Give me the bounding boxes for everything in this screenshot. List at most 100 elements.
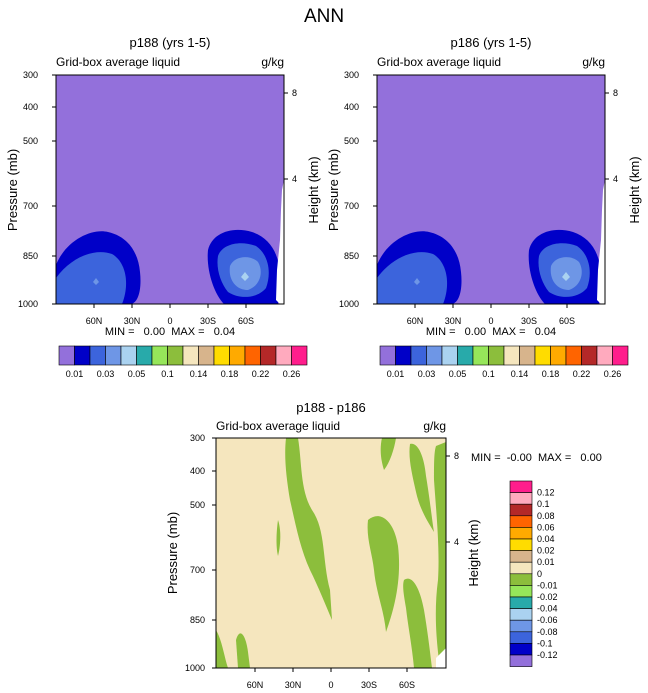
colorbar-swatch bbox=[509, 503, 533, 517]
panel-p186: p186 (yrs 1-5) Grid-box average liquid g… bbox=[326, 35, 642, 379]
colorbar-label: -0.1 bbox=[537, 638, 553, 648]
x-tick-label: 0 bbox=[167, 316, 172, 326]
missing-data-region bbox=[597, 180, 605, 304]
missing-data-region bbox=[276, 180, 284, 304]
colorbar-label: -0.12 bbox=[537, 650, 558, 660]
colorbar-swatch bbox=[534, 345, 551, 366]
missing-data-region bbox=[436, 648, 446, 668]
colorbar-label: 0.12 bbox=[537, 488, 555, 498]
colorbar: 0.01 0.03 0.05 0.1 0.14 0.18 0.22 0.26 bbox=[379, 345, 629, 379]
stats-text: MIN = 0.00 MAX = 0.04 bbox=[105, 326, 235, 338]
y-tick-label: 300 bbox=[344, 70, 359, 80]
panel-title: p186 (yrs 1-5) bbox=[451, 35, 532, 50]
colorbar-label: -0.02 bbox=[537, 592, 558, 602]
x-tick-label: 30S bbox=[521, 316, 537, 326]
colorbar-swatch bbox=[509, 550, 533, 563]
tick-marks bbox=[212, 437, 450, 672]
colorbar-label: 0 bbox=[537, 569, 542, 579]
colorbar-swatch bbox=[426, 345, 443, 366]
contour-neg-001 bbox=[409, 443, 434, 532]
colorbar-swatch bbox=[550, 345, 567, 366]
colorbar-label: -0.04 bbox=[537, 604, 558, 614]
colorbar-label: 0.01 bbox=[387, 369, 405, 379]
colorbar-swatch bbox=[457, 345, 474, 366]
colorbar-swatch bbox=[509, 515, 533, 528]
colorbar-swatch bbox=[509, 480, 533, 493]
colorbar-swatch bbox=[441, 345, 458, 366]
colorbar-label: 0.22 bbox=[573, 369, 591, 379]
colorbar-label: 0.26 bbox=[283, 369, 301, 379]
colorbar-swatch bbox=[120, 345, 137, 366]
y-tick-label: 500 bbox=[190, 500, 205, 510]
colorbar-swatch bbox=[519, 345, 536, 366]
contour-neg-001 bbox=[434, 442, 446, 668]
stats-text: MIN = 0.00 MAX = 0.04 bbox=[426, 326, 556, 338]
colorbar-swatch bbox=[260, 345, 277, 366]
panel-title: p188 - p186 bbox=[296, 400, 365, 415]
y-tick-label: 1000 bbox=[18, 299, 38, 309]
colorbar-swatch bbox=[509, 619, 533, 633]
contour-sh-007 bbox=[241, 272, 249, 281]
y-right-tick-label: 4 bbox=[613, 174, 618, 184]
contour-neg-001 bbox=[236, 633, 250, 668]
contour-nh-003 bbox=[377, 252, 448, 304]
y-right-axis-label: Height (km) bbox=[306, 156, 321, 223]
colorbar-label: 0.14 bbox=[511, 369, 529, 379]
colorbar-label: -0.01 bbox=[537, 580, 558, 590]
y-right-tick-label: 4 bbox=[292, 174, 297, 184]
tick-marks bbox=[52, 74, 288, 308]
colorbar-label: -0.06 bbox=[537, 615, 558, 625]
x-tick-label: 30S bbox=[361, 680, 377, 690]
y-tick-label: 300 bbox=[23, 70, 38, 80]
x-tick-label: 30N bbox=[285, 680, 302, 690]
colorbar-swatch bbox=[410, 345, 427, 366]
y-right-tick-label: 8 bbox=[292, 88, 297, 98]
stats-text: MIN = -0.00 MAX = 0.00 bbox=[471, 452, 602, 464]
contour-neg-001 bbox=[276, 520, 281, 556]
panel-left-label: Grid-box average liquid bbox=[216, 419, 340, 433]
y-right-tick-label: 8 bbox=[454, 451, 459, 461]
contour-sh-007 bbox=[562, 272, 570, 281]
colorbar-label: 0.06 bbox=[537, 522, 555, 532]
panel-p188: p188 (yrs 1-5) Grid-box average liquid g… bbox=[5, 35, 321, 379]
x-tick-label: 30S bbox=[200, 316, 216, 326]
y-tick-label: 700 bbox=[344, 201, 359, 211]
colorbar-label: 0.05 bbox=[128, 369, 146, 379]
plot-area bbox=[55, 74, 285, 305]
panel-units: g/kg bbox=[582, 55, 605, 69]
colorbar-label: -0.08 bbox=[537, 627, 558, 637]
colorbar-swatch bbox=[509, 527, 533, 540]
colorbar-label: 0.26 bbox=[604, 369, 622, 379]
colorbar-label: 0.1 bbox=[537, 499, 550, 509]
colorbar-label: 0.18 bbox=[542, 369, 560, 379]
plot-area bbox=[376, 74, 606, 305]
x-tick-label: 30N bbox=[124, 316, 141, 326]
colorbar-swatch bbox=[488, 345, 505, 366]
x-tick-label: 60S bbox=[399, 680, 415, 690]
colorbar-swatch bbox=[58, 345, 75, 366]
contour-neg-001 bbox=[403, 578, 432, 668]
colorbar-swatch bbox=[612, 345, 629, 366]
y-right-axis-label: Height (km) bbox=[627, 156, 642, 223]
panel-units: g/kg bbox=[261, 55, 284, 69]
colorbar: 0.120.1 0.080.06 0.04 0.020.01 0-0.01 -0.02 -0… bbox=[509, 480, 558, 667]
colorbar-swatch bbox=[213, 345, 230, 366]
contour-neg-001 bbox=[285, 438, 332, 620]
colorbar-swatch bbox=[74, 345, 91, 366]
background-field bbox=[216, 438, 446, 668]
colorbar-swatch bbox=[509, 492, 533, 505]
colorbar-swatch bbox=[291, 345, 308, 366]
y-tick-label: 400 bbox=[344, 102, 359, 112]
colorbar-swatch bbox=[509, 561, 533, 575]
colorbar-label: 0.08 bbox=[537, 511, 555, 521]
x-tick-label: 60N bbox=[407, 316, 424, 326]
colorbar-swatch bbox=[136, 345, 153, 366]
colorbar-swatch bbox=[198, 345, 215, 366]
y-tick-label: 700 bbox=[23, 201, 38, 211]
colorbar-swatch bbox=[229, 345, 246, 366]
tick-marks bbox=[373, 74, 609, 308]
colorbar-label: 0.02 bbox=[537, 546, 555, 556]
y-right-tick-label: 4 bbox=[454, 537, 459, 547]
colorbar-swatch bbox=[509, 631, 533, 644]
y-axis-label: Pressure (mb) bbox=[165, 512, 180, 594]
